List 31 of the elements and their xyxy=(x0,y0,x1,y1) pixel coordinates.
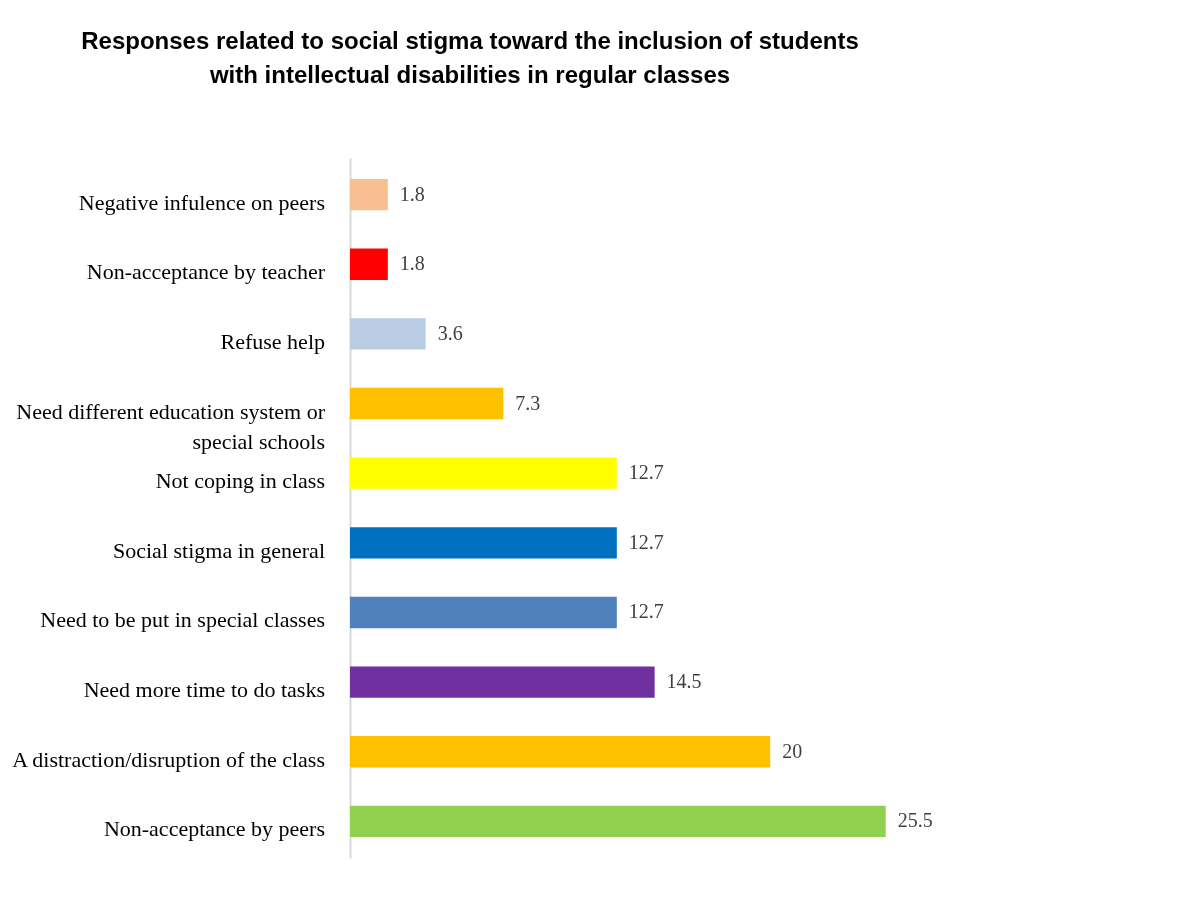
y-tick-label: Non-acceptance by teacher xyxy=(86,259,326,285)
data-label: 12.7 xyxy=(628,600,664,623)
data-label: 14.5 xyxy=(666,670,702,693)
bar xyxy=(350,805,886,838)
y-tick-label: Need to be put in special classes xyxy=(40,607,325,633)
data-label: 12.7 xyxy=(628,530,664,553)
y-tick-label: Refuse help xyxy=(220,328,325,354)
y-tick-label: Non-acceptance by peers xyxy=(103,816,325,842)
y-tick-label: Not coping in class xyxy=(155,468,325,494)
bar xyxy=(350,178,388,211)
y-tick-label: Social stigma in general xyxy=(113,537,325,563)
bar xyxy=(350,318,426,350)
data-label: 25.5 xyxy=(897,809,933,832)
bar xyxy=(350,736,771,768)
bar xyxy=(350,387,504,420)
y-tick-label: Negative infulence on peers xyxy=(78,189,325,215)
data-label: 12.7 xyxy=(628,461,664,484)
bar xyxy=(350,248,388,280)
data-label: 1.8 xyxy=(399,182,425,205)
bar xyxy=(350,527,617,559)
y-tick-label: A distraction/disruption of the class xyxy=(12,746,325,772)
y-tick-label: Need more time to do tasks xyxy=(83,677,325,703)
data-label: 3.6 xyxy=(437,321,463,344)
data-label: 20 xyxy=(782,739,803,762)
y-tick-label: Need different education system or special schools xyxy=(16,398,326,454)
bar xyxy=(350,457,617,489)
data-label: 7.3 xyxy=(515,391,541,414)
data-label: 1.8 xyxy=(399,252,425,275)
chart-title: Responses related to social stigma toward the inclusion of students with intellectual disabilities in regular classes xyxy=(81,27,859,88)
bar xyxy=(350,596,617,629)
bar xyxy=(350,666,655,698)
